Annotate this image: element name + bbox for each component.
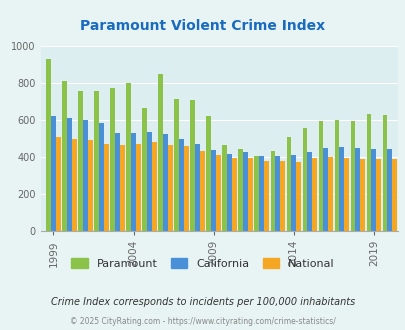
Bar	[78, 90, 83, 231]
Bar	[302, 127, 307, 231]
Bar	[179, 139, 183, 231]
Bar	[286, 137, 291, 231]
Bar	[104, 144, 109, 231]
Bar	[343, 158, 348, 231]
Bar	[168, 145, 173, 231]
Bar	[211, 150, 215, 231]
Bar	[87, 140, 92, 231]
Bar	[334, 120, 339, 231]
Bar	[382, 115, 386, 231]
Bar	[62, 81, 67, 231]
Bar	[158, 74, 163, 231]
Bar	[391, 159, 396, 231]
Bar	[190, 100, 195, 231]
Bar	[94, 91, 99, 231]
Bar	[55, 137, 60, 231]
Bar	[115, 133, 119, 231]
Bar	[110, 88, 115, 231]
Bar	[215, 155, 220, 231]
Bar	[147, 132, 151, 231]
Bar	[386, 149, 391, 231]
Bar	[270, 150, 275, 231]
Bar	[200, 150, 204, 231]
Bar	[307, 151, 311, 231]
Bar	[279, 161, 284, 231]
Bar	[46, 59, 51, 231]
Bar	[254, 156, 259, 231]
Bar	[51, 116, 55, 231]
Bar	[275, 156, 279, 231]
Bar	[366, 114, 371, 231]
Bar	[359, 159, 364, 231]
Bar	[119, 145, 124, 231]
Bar	[247, 158, 252, 231]
Bar	[232, 158, 236, 231]
Bar	[126, 83, 131, 231]
Bar	[151, 142, 156, 231]
Bar	[163, 134, 168, 231]
Bar	[195, 144, 200, 231]
Bar	[183, 146, 188, 231]
Bar	[295, 162, 300, 231]
Bar	[206, 116, 211, 231]
Text: Paramount Violent Crime Index: Paramount Violent Crime Index	[80, 19, 325, 33]
Bar	[72, 139, 77, 231]
Bar	[327, 157, 332, 231]
Bar	[311, 158, 316, 231]
Bar	[263, 161, 268, 231]
Bar	[142, 108, 147, 231]
Bar	[259, 156, 263, 231]
Bar	[323, 148, 327, 231]
Bar	[375, 159, 380, 231]
Bar	[291, 155, 295, 231]
Bar	[238, 149, 243, 231]
Bar	[227, 154, 232, 231]
Bar	[243, 151, 247, 231]
Bar	[371, 149, 375, 231]
Bar	[339, 147, 343, 231]
Bar	[222, 145, 227, 231]
Bar	[174, 99, 179, 231]
Bar	[67, 118, 72, 231]
Bar	[136, 144, 141, 231]
Bar	[354, 148, 359, 231]
Text: © 2025 CityRating.com - https://www.cityrating.com/crime-statistics/: © 2025 CityRating.com - https://www.city…	[70, 317, 335, 326]
Bar	[318, 121, 323, 231]
Bar	[350, 121, 354, 231]
Bar	[83, 120, 87, 231]
Text: Crime Index corresponds to incidents per 100,000 inhabitants: Crime Index corresponds to incidents per…	[51, 297, 354, 307]
Legend: Paramount, California, National: Paramount, California, National	[66, 254, 339, 273]
Bar	[99, 123, 104, 231]
Bar	[131, 133, 136, 231]
